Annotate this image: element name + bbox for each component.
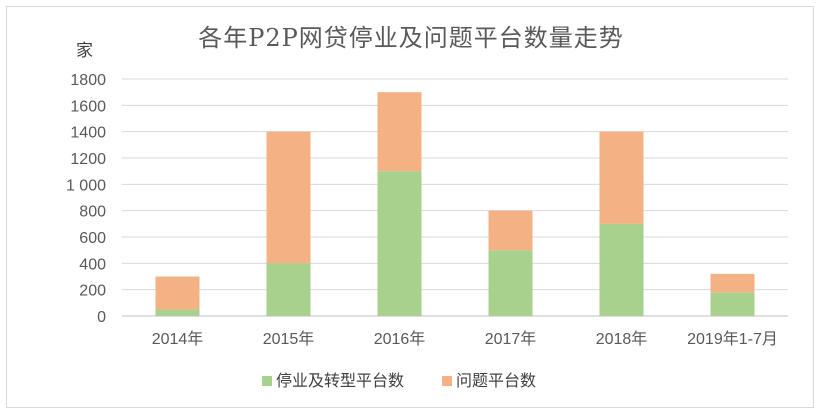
legend-swatch: [262, 376, 272, 386]
y-axis-ticks: 0 200 400 600 800 1 000 1200 1400 1600 1800: [66, 72, 106, 326]
bar-segment: [710, 292, 755, 316]
bar-segment: [377, 92, 422, 172]
y-tick-label: 200: [79, 283, 106, 300]
y-tick-label: 1800: [70, 72, 106, 89]
x-tick-label: 2018年: [596, 330, 648, 348]
bar-segment: [710, 273, 755, 293]
y-tick-label: 800: [79, 204, 106, 221]
x-tick-label: 2016年: [374, 330, 426, 348]
bar-segment: [266, 131, 311, 264]
y-tick-label: 1200: [70, 151, 106, 168]
bar-segment: [377, 171, 422, 316]
x-axis: 2014年 2015年 2016年 2017年 2018年 2019年1-7月: [122, 315, 788, 348]
chart-title: 各年P2P网贷停业及问题平台数量走势: [198, 24, 624, 52]
legend: 停业及转型平台数 问题平台数: [262, 371, 536, 390]
x-tick-label: 2017年: [485, 330, 537, 348]
bar-segment: [599, 223, 644, 316]
legend-swatch: [442, 376, 452, 386]
legend-label: 问题平台数: [456, 371, 536, 390]
bar-segment: [155, 309, 200, 316]
y-tick-label: 1400: [70, 125, 106, 142]
gridlines: [122, 78, 788, 317]
y-tick-label: 1 000: [66, 177, 106, 194]
x-tick-label: 2019年1-7月: [687, 330, 778, 348]
x-tick-label: 2014年: [152, 330, 204, 348]
legend-label: 停业及转型平台数: [276, 371, 404, 390]
bars: [155, 92, 755, 316]
bar-segment: [488, 210, 533, 251]
x-tick-label: 2015年: [263, 330, 315, 348]
y-tick-label: 0: [97, 309, 106, 326]
y-tick-label: 1600: [70, 98, 106, 115]
bar-segment: [488, 250, 533, 316]
y-axis-unit-label: 家: [76, 41, 93, 61]
bar-segment: [155, 276, 200, 310]
y-tick-label: 400: [79, 256, 106, 273]
bar-segment: [266, 263, 311, 316]
bar-segment: [599, 131, 644, 224]
y-tick-label: 600: [79, 230, 106, 247]
